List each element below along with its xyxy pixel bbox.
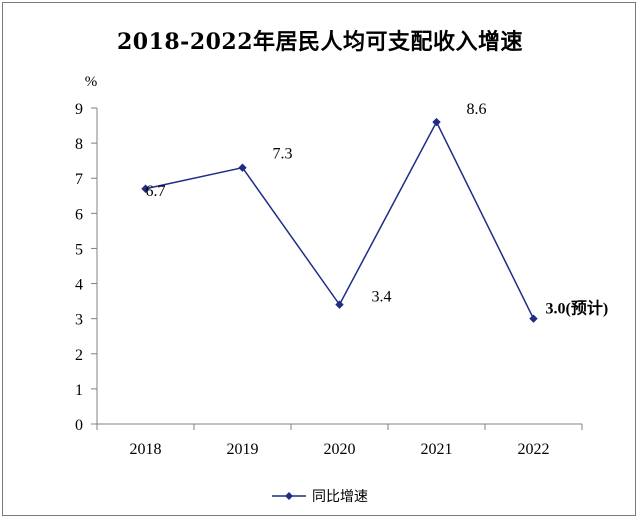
data-label: 6.7	[146, 183, 166, 200]
legend-marker	[285, 492, 293, 500]
legend-label: 同比增速	[312, 489, 368, 505]
x-tick-label: 2018	[130, 441, 162, 458]
axes	[91, 107, 583, 430]
data-point-marker	[141, 184, 150, 193]
y-tick-label: 2	[75, 347, 83, 364]
legend-swatch-icon	[272, 492, 306, 500]
tick-labels: 0 1 2 3 4 5 6 7 8 9% 2018 2019 2020 2021 2022	[75, 74, 550, 458]
data-point-marker	[335, 300, 344, 309]
data-labels: 6.7 7.3 3.4 8.6 3.0(预计)	[146, 101, 609, 318]
x-tick-label: 2019	[227, 441, 259, 458]
data-point-marker	[529, 314, 538, 323]
data-label: 3.4	[372, 289, 392, 306]
y-tick-label: 6	[75, 206, 83, 223]
x-tick-label: 2022	[518, 441, 550, 458]
y-tick-label: 4	[75, 277, 83, 294]
series	[141, 117, 538, 323]
y-tick-label: 8	[75, 136, 83, 153]
chart-title: 2018-2022年居民人均可支配收入增速	[116, 29, 524, 55]
y-tick-label: 5	[75, 241, 83, 258]
legend: 同比增速	[0, 486, 640, 506]
series-line	[145, 120, 535, 319]
y-tick-label: 7	[75, 171, 83, 188]
y-axis-unit-label: %	[85, 74, 98, 90]
chart-frame	[2, 2, 636, 516]
y-tick-label: 9	[75, 101, 83, 118]
y-tick-label: 3	[75, 312, 83, 329]
data-point-marker	[238, 163, 247, 172]
data-point-marker	[432, 117, 441, 127]
x-tick-label: 2021	[421, 441, 453, 458]
data-label: 7.3	[273, 146, 293, 163]
data-label: 3.0(预计)	[546, 299, 609, 318]
y-tick-label: 0	[75, 417, 83, 434]
x-tick-label: 2020	[324, 441, 356, 458]
data-label: 8.6	[467, 101, 487, 118]
y-tick-label: 1	[75, 382, 83, 399]
